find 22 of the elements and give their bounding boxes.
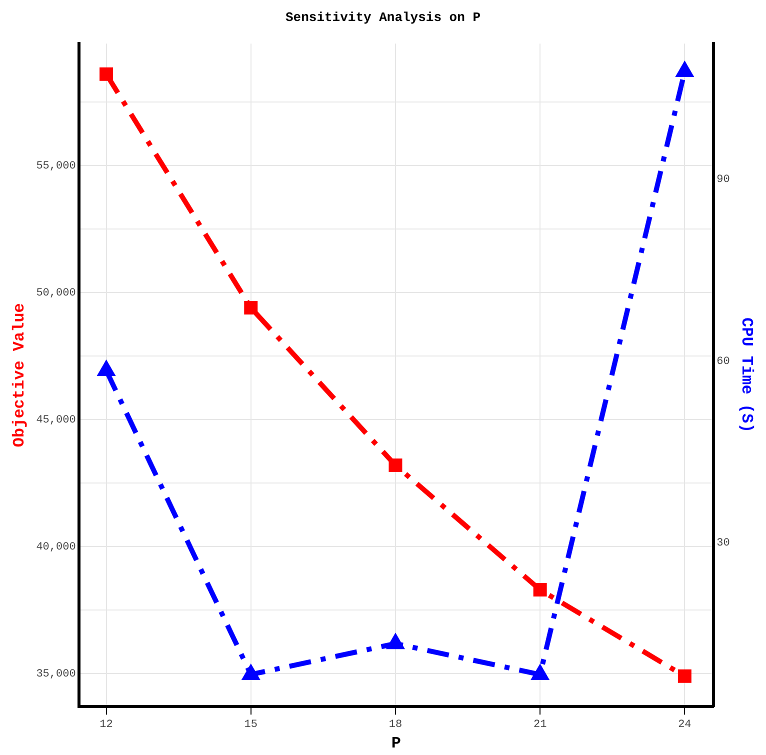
point (100, 67, 114, 81)
point (388, 458, 402, 472)
chart-title: Sensitivity Analysis on P (285, 10, 481, 26)
y-tick-label: 45,000 (36, 414, 76, 426)
point (533, 583, 547, 596)
x-tick-label: 24 (678, 719, 692, 732)
y2-tick-label: 60 (716, 356, 730, 368)
y-tick-label: 35,000 (36, 668, 76, 680)
point (244, 301, 258, 315)
x-tick-label: 21 (533, 719, 548, 732)
point (678, 669, 692, 683)
y2-tick-label: 90 (716, 174, 730, 186)
y2-tick-label: 30 (716, 537, 730, 550)
y-tick-label: 50,000 (36, 287, 76, 300)
x-tick-label: 15 (244, 719, 258, 732)
x-tick-label: 12 (100, 719, 113, 732)
y2-axis-title: CPU Time (S) (737, 317, 756, 433)
y-tick-label: 40,000 (36, 541, 76, 554)
x-tick-label: 18 (388, 719, 402, 732)
y-axis-title: Objective Value (10, 303, 29, 448)
y-tick-label: 55,000 (36, 160, 76, 172)
x-axis-title: P (391, 734, 402, 752)
